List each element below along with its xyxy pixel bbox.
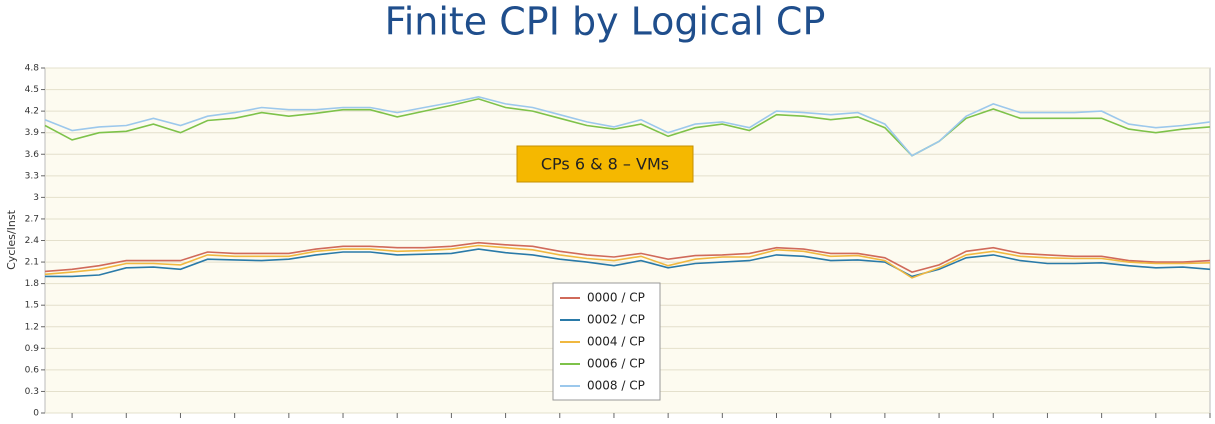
chart-title: Finite CPI by Logical CP bbox=[385, 0, 826, 44]
annotation: CPs 6 & 8 – VMs bbox=[541, 155, 669, 174]
y-tick-label: 1.5 bbox=[25, 301, 39, 311]
y-tick-label: 3.3 bbox=[25, 171, 39, 181]
y-tick-label: 3.9 bbox=[25, 128, 40, 138]
y-tick-label: 1.8 bbox=[25, 279, 40, 289]
y-tick-label: 2.4 bbox=[25, 236, 40, 246]
legend-label: 0002 / CP bbox=[587, 313, 645, 327]
series-line bbox=[44, 244, 1211, 279]
y-tick-label: 0.9 bbox=[25, 344, 40, 354]
y-tick-label: 4.5 bbox=[25, 85, 39, 95]
legend-label: 0004 / CP bbox=[587, 335, 645, 349]
y-tick-label: 4.2 bbox=[25, 107, 39, 117]
series-line bbox=[44, 241, 1211, 273]
y-axis-label: Cycles/Inst bbox=[5, 209, 18, 269]
legend-label: 0008 / CP bbox=[587, 379, 645, 393]
y-tick-label: 2.1 bbox=[25, 258, 39, 268]
y-tick-label: 4.8 bbox=[25, 64, 40, 74]
y-tick-label: 0.6 bbox=[25, 365, 40, 375]
series-line bbox=[44, 95, 1211, 157]
legend-label: 0006 / CP bbox=[587, 357, 645, 371]
series-line bbox=[44, 98, 1211, 157]
annotation-box bbox=[516, 145, 694, 183]
y-tick-label: 3 bbox=[33, 193, 39, 203]
y-tick-label: 2.7 bbox=[25, 214, 39, 224]
series-line bbox=[45, 248, 1211, 278]
y-tick-label: 3.6 bbox=[25, 150, 40, 160]
legend-label: 0000 / CP bbox=[587, 291, 645, 305]
y-tick-label: 0 bbox=[33, 409, 39, 419]
y-tick-label: 1.2 bbox=[25, 322, 39, 332]
y-tick-label: 0.3 bbox=[25, 387, 39, 397]
